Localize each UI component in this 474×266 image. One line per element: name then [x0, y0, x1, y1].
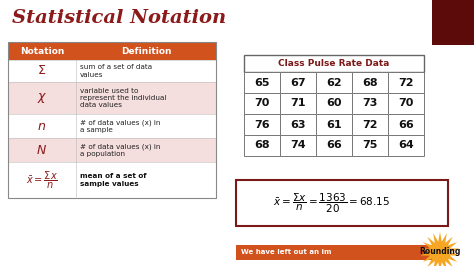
- Bar: [244, 135, 280, 156]
- Bar: [388, 114, 424, 135]
- Text: $n$: $n$: [37, 119, 46, 132]
- Bar: [8, 60, 216, 82]
- Text: 73: 73: [362, 98, 378, 109]
- Text: $\bar{x}=\dfrac{\Sigma x}{n}$: $\bar{x}=\dfrac{\Sigma x}{n}$: [26, 169, 58, 190]
- Bar: [388, 93, 424, 114]
- Bar: [280, 72, 316, 93]
- Bar: [316, 114, 352, 135]
- Bar: [8, 60, 216, 82]
- Bar: [236, 245, 448, 260]
- Text: 72: 72: [362, 119, 378, 130]
- Bar: [388, 72, 424, 93]
- Text: 71: 71: [290, 98, 306, 109]
- Bar: [280, 93, 316, 114]
- Text: 64: 64: [398, 140, 414, 151]
- Text: 76: 76: [254, 119, 270, 130]
- Bar: [8, 114, 216, 138]
- Text: 62: 62: [326, 77, 342, 88]
- Text: Definition: Definition: [121, 47, 171, 56]
- Bar: [8, 82, 216, 114]
- Bar: [8, 42, 216, 198]
- Bar: [244, 55, 424, 72]
- Text: mean of a set of
sample values: mean of a set of sample values: [80, 173, 146, 187]
- Text: # of data values (x) in
a sample: # of data values (x) in a sample: [80, 119, 160, 133]
- Text: 74: 74: [290, 140, 306, 151]
- Text: Statistical Notation: Statistical Notation: [12, 9, 226, 27]
- Bar: [352, 114, 388, 135]
- Bar: [8, 162, 216, 198]
- Bar: [8, 82, 216, 114]
- Bar: [280, 135, 316, 156]
- Text: Notation: Notation: [20, 47, 64, 56]
- Bar: [352, 135, 388, 156]
- Text: $N$: $N$: [36, 143, 47, 156]
- Text: 60: 60: [326, 98, 342, 109]
- Text: 61: 61: [326, 119, 342, 130]
- Text: # of data values (x) in
a population: # of data values (x) in a population: [80, 143, 160, 157]
- Text: 65: 65: [254, 77, 270, 88]
- Text: 70: 70: [255, 98, 270, 109]
- Bar: [236, 180, 448, 226]
- Text: 75: 75: [362, 140, 378, 151]
- Bar: [432, 0, 474, 45]
- Bar: [8, 162, 216, 198]
- Bar: [316, 135, 352, 156]
- Bar: [352, 93, 388, 114]
- Text: 68: 68: [254, 140, 270, 151]
- Text: sum of a set of data
values: sum of a set of data values: [80, 64, 152, 78]
- Text: 70: 70: [398, 98, 414, 109]
- Text: Class Pulse Rate Data: Class Pulse Rate Data: [278, 59, 390, 68]
- Text: $\chi$: $\chi$: [37, 91, 47, 105]
- Text: We have left out an im: We have left out an im: [241, 250, 331, 256]
- Bar: [8, 138, 216, 162]
- Text: 72: 72: [398, 77, 414, 88]
- Polygon shape: [420, 232, 460, 266]
- Bar: [352, 72, 388, 93]
- Bar: [8, 42, 216, 60]
- Bar: [316, 93, 352, 114]
- Text: variable used to
represent the individual
data values: variable used to represent the individua…: [80, 88, 166, 108]
- Text: 66: 66: [326, 140, 342, 151]
- Bar: [8, 114, 216, 138]
- Text: 67: 67: [290, 77, 306, 88]
- Bar: [316, 72, 352, 93]
- Text: $\bar{x} = \dfrac{\Sigma x}{n} = \dfrac{1363}{20} = 68.15$: $\bar{x} = \dfrac{\Sigma x}{n} = \dfrac{…: [273, 191, 390, 215]
- Bar: [244, 93, 280, 114]
- Bar: [8, 138, 216, 162]
- Bar: [244, 114, 280, 135]
- Text: $\Sigma$: $\Sigma$: [37, 64, 46, 77]
- Text: 66: 66: [398, 119, 414, 130]
- Text: 63: 63: [290, 119, 306, 130]
- Bar: [388, 135, 424, 156]
- Bar: [280, 114, 316, 135]
- Text: Rounding: Rounding: [419, 247, 461, 256]
- Bar: [244, 72, 280, 93]
- Text: 68: 68: [362, 77, 378, 88]
